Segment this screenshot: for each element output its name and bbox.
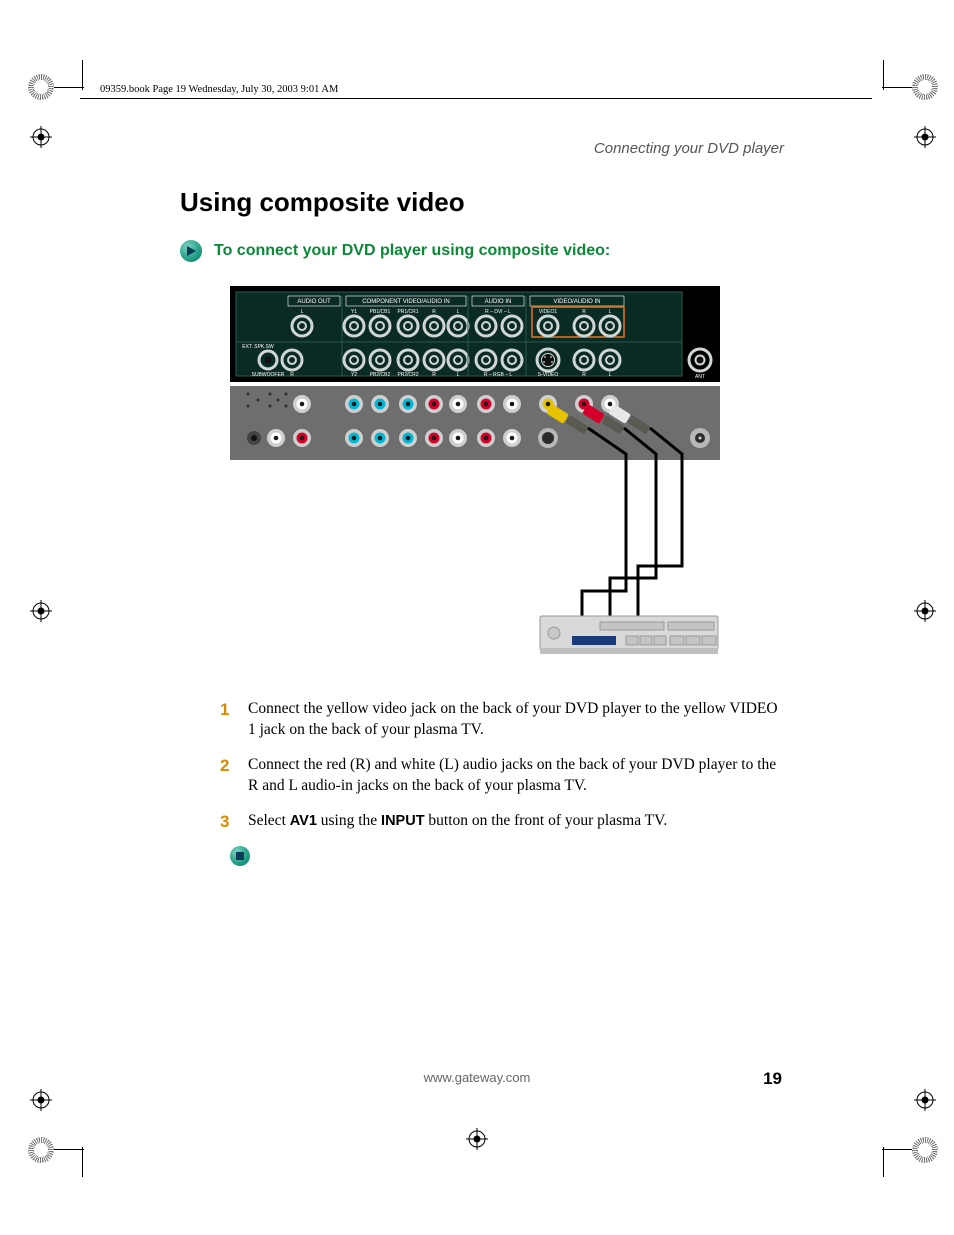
step-bold: INPUT (381, 813, 425, 829)
crop-mark (883, 1147, 884, 1177)
svg-text:AUDIO OUT: AUDIO OUT (297, 299, 331, 305)
page-title: Using composite video (180, 187, 784, 218)
registration-mark-icon (914, 126, 936, 148)
printers-mark-icon (28, 1137, 54, 1163)
svg-text:L: L (609, 309, 612, 315)
svg-text:PB1/CB1: PB1/CB1 (370, 309, 391, 315)
play-icon (180, 240, 202, 262)
svg-text:VIDEO1: VIDEO1 (539, 309, 558, 315)
printers-mark-icon (912, 1137, 938, 1163)
svg-text:S-VIDEO: S-VIDEO (538, 372, 559, 378)
connection-diagram: AUDIO OUT COMPONENT VIDEO/AUDIO IN AUDIO… (230, 286, 784, 671)
page-number: 19 (763, 1069, 782, 1089)
step-text: Connect the yellow video jack on the bac… (248, 700, 778, 738)
svg-text:EXT. SPK.SW: EXT. SPK.SW (242, 344, 274, 350)
header-rule (80, 98, 872, 99)
procedure-lead-text: To connect your DVD player using composi… (214, 242, 610, 260)
registration-mark-icon (914, 1089, 936, 1111)
step-item: Connect the yellow video jack on the bac… (220, 699, 784, 741)
page-content: Connecting your DVD player Using composi… (180, 140, 784, 1105)
step-bold: AV1 (290, 813, 317, 829)
footer-url: www.gateway.com (0, 1070, 954, 1085)
crop-mark (82, 1147, 83, 1177)
svg-text:PR2/CR2: PR2/CR2 (397, 372, 418, 378)
crop-mark (82, 60, 83, 90)
procedure-lead: To connect your DVD player using composi… (180, 240, 784, 262)
crop-mark (882, 87, 912, 88)
svg-text:L: L (457, 372, 460, 378)
svg-text:Y1: Y1 (351, 309, 357, 315)
end-of-procedure-icon (230, 846, 250, 866)
svg-text:Y2: Y2 (351, 372, 357, 378)
step-text: Connect the red (R) and white (L) audio … (248, 756, 776, 794)
steps-list: Connect the yellow video jack on the bac… (220, 699, 784, 832)
svg-text:AUDIO IN: AUDIO IN (485, 299, 512, 305)
step-item: Connect the red (R) and white (L) audio … (220, 755, 784, 797)
registration-mark-icon (30, 1089, 52, 1111)
svg-text:R: R (582, 309, 586, 315)
svg-text:L: L (457, 309, 460, 315)
step-text: Select (248, 812, 290, 829)
step-text: button on the front of your plasma TV. (425, 812, 668, 829)
running-section-label: Connecting your DVD player (180, 140, 784, 157)
registration-mark-icon (914, 600, 936, 622)
registration-mark-icon (466, 1128, 488, 1150)
svg-text:R: R (432, 372, 436, 378)
book-meta-header: 09359.book Page 19 Wednesday, July 30, 2… (100, 84, 338, 95)
crop-mark (54, 87, 84, 88)
svg-text:R: R (582, 372, 586, 378)
printers-mark-icon (912, 74, 938, 100)
crop-mark (883, 60, 884, 90)
svg-text:R – DVI – L: R – DVI – L (485, 309, 511, 315)
svg-text:R: R (290, 372, 294, 378)
crop-mark (54, 1149, 84, 1150)
svg-text:R: R (432, 309, 436, 315)
step-text: using the (317, 812, 381, 829)
svg-text:L: L (301, 309, 304, 315)
printers-mark-icon (28, 74, 54, 100)
step-item: Select AV1 using the INPUT button on the… (220, 811, 784, 832)
registration-mark-icon (30, 126, 52, 148)
svg-text:PB2/CB2: PB2/CB2 (370, 372, 391, 378)
crop-mark (882, 1149, 912, 1150)
svg-text:PR1/CR1: PR1/CR1 (397, 309, 418, 315)
svg-text:R – RGB – L: R – RGB – L (484, 372, 513, 378)
svg-text:COMPONENT VIDEO/AUDIO IN: COMPONENT VIDEO/AUDIO IN (362, 299, 450, 305)
svg-text:L: L (609, 372, 612, 378)
svg-text:SUBWOOFER: SUBWOOFER (252, 372, 285, 378)
svg-text:ANT: ANT (695, 374, 705, 380)
svg-text:VIDEO/AUDIO IN: VIDEO/AUDIO IN (553, 299, 600, 305)
page: 09359.book Page 19 Wednesday, July 30, 2… (0, 0, 954, 1235)
registration-mark-icon (30, 600, 52, 622)
